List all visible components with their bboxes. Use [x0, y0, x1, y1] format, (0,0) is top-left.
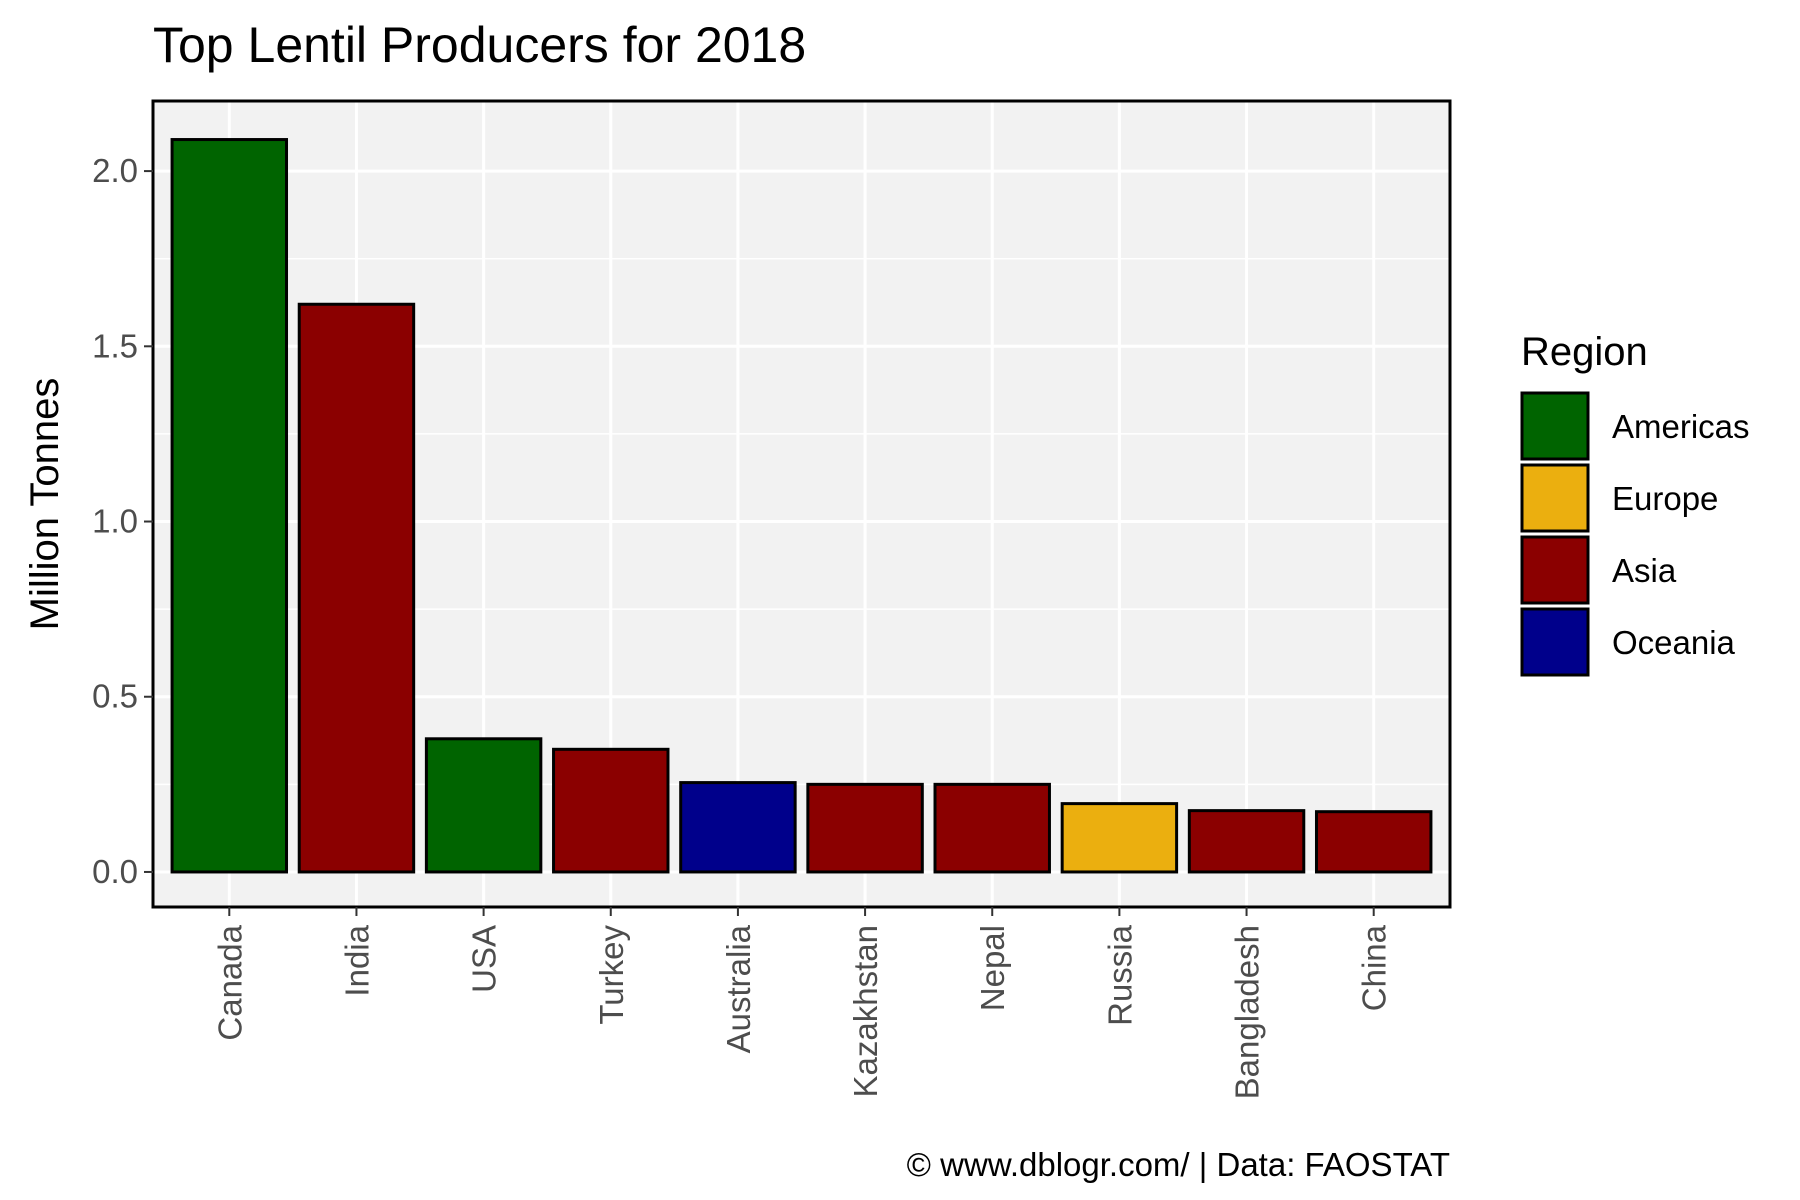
y-tick-label: 0.5 — [92, 678, 138, 715]
bar-australia — [679, 781, 797, 874]
legend-swatch-europe — [1520, 463, 1590, 533]
bar-russia — [1060, 802, 1179, 874]
y-axis-title: Million Tonnes — [23, 378, 67, 631]
bar-usa — [424, 737, 543, 874]
x-tick-label: India — [338, 924, 375, 996]
y-tick-label: 1.5 — [92, 327, 138, 364]
legend-swatch-oceania — [1520, 607, 1590, 677]
y-tick-label: 0.0 — [92, 853, 138, 890]
bar-canada — [170, 138, 289, 874]
x-tick-label: Russia — [1101, 924, 1138, 1026]
y-tick-label: 1.0 — [92, 503, 138, 540]
chart-title: Top Lentil Producers for 2018 — [153, 17, 806, 73]
legend: Region Americas Europe Asia Oceania — [1520, 330, 1750, 677]
bar-kazakhstan — [806, 782, 924, 874]
x-tick-label: Kazakhstan — [847, 925, 884, 1097]
x-tick-label: Canada — [211, 924, 248, 1040]
legend-label-americas: Americas — [1612, 408, 1750, 445]
bar-india — [297, 302, 416, 874]
bars — [170, 138, 1433, 874]
bar-china — [1314, 810, 1433, 874]
legend-swatch-asia — [1520, 535, 1590, 605]
plot-border — [151, 99, 1452, 909]
legend-label-europe: Europe — [1612, 480, 1718, 517]
x-tick-label: Turkey — [593, 925, 630, 1025]
legend-label-oceania: Oceania — [1612, 624, 1736, 661]
x-tick-label: USA — [466, 925, 503, 993]
legend-label-asia: Asia — [1612, 552, 1677, 589]
caption: © www.dblogr.com/ | Data: FAOSTAT — [907, 1146, 1450, 1183]
x-tick-label: China — [1356, 924, 1393, 1011]
x-tick-label: Australia — [720, 924, 757, 1053]
y-tick-label: 2.0 — [92, 152, 138, 189]
x-axis: Canada India USA Turkey Australia Kazakhstan N… — [211, 907, 1393, 1099]
x-tick-label: Nepal — [974, 925, 1011, 1011]
y-axis: 0.0 0.5 1.0 1.5 2.0 — [92, 152, 153, 890]
bar-turkey — [552, 747, 670, 874]
legend-title: Region — [1521, 330, 1648, 374]
bar-nepal — [933, 782, 1051, 874]
bar-bangladesh — [1187, 809, 1306, 874]
legend-swatch-americas — [1520, 391, 1590, 461]
x-tick-label: Bangladesh — [1229, 925, 1266, 1099]
